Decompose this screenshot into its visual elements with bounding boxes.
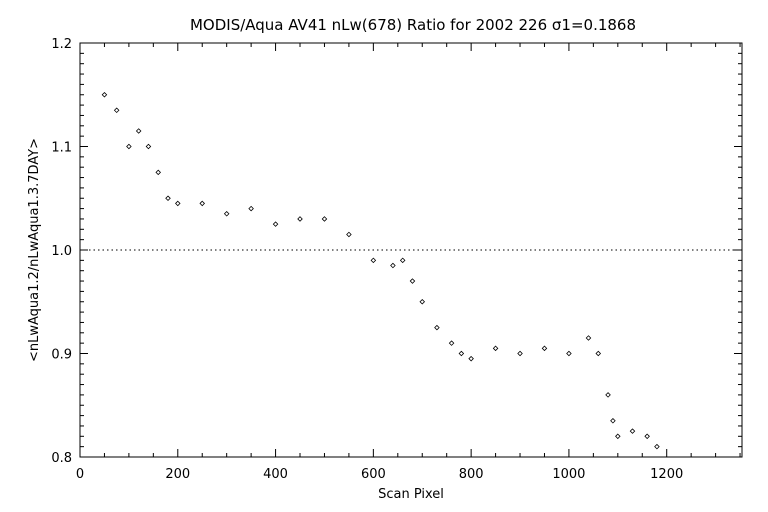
data-point: [541, 345, 548, 352]
y-axis-label: <nLwAqua1.2/nLwAqua1.3.7DAY>: [27, 138, 42, 362]
data-point: [644, 433, 650, 440]
data-point: [175, 200, 181, 207]
y-tick-label: 0.9: [51, 348, 72, 363]
data-point: [409, 278, 416, 284]
data-point: [566, 350, 572, 357]
data-point: [321, 216, 328, 222]
data-point: [654, 443, 660, 450]
data-point: [458, 350, 465, 357]
data-point: [629, 428, 636, 434]
x-axis-label: Scan Pixel: [378, 487, 444, 502]
y-tick-label: 0.8: [51, 451, 72, 466]
data-point: [615, 433, 621, 440]
data-point: [155, 169, 161, 176]
x-tick-label: 1000: [552, 467, 585, 482]
data-point: [605, 392, 611, 398]
data-point: [248, 205, 254, 212]
x-tick-label: 200: [165, 467, 190, 482]
y-tick-label: 1.0: [51, 244, 72, 259]
data-point: [585, 335, 592, 341]
data-point: [346, 231, 352, 238]
chart-title: MODIS/Aqua AV41 nLw(678) Ratio for 2002 …: [190, 16, 636, 34]
data-point: [610, 418, 616, 424]
data-point: [448, 340, 455, 346]
data-point: [419, 298, 426, 305]
data-point: [492, 345, 499, 352]
data-point: [145, 143, 152, 150]
data-point: [399, 257, 406, 264]
x-tick-label: 0: [76, 467, 84, 482]
x-tick-label: 400: [263, 467, 288, 482]
data-point: [297, 216, 303, 222]
data-point: [223, 211, 230, 217]
x-tick-label: 1200: [650, 467, 683, 482]
data-point: [517, 350, 523, 357]
data-point: [113, 107, 120, 114]
data-point: [390, 262, 396, 269]
y-tick-label: 1.1: [51, 141, 72, 156]
x-tick-label: 800: [459, 467, 484, 482]
x-axis: 0 200 400 600 800 1000 1200: [76, 43, 741, 482]
data-point: [468, 355, 474, 362]
x-tick-label: 600: [361, 467, 386, 482]
data-point: [135, 128, 142, 134]
data-point: [126, 143, 132, 150]
data-point: [370, 257, 377, 264]
data-point: [272, 221, 279, 227]
data-point: [199, 200, 205, 207]
y-tick-label: 1.2: [51, 37, 72, 52]
data-point: [595, 350, 602, 357]
y-axis: 0.8 0.9 1.0 1.1 1.2: [51, 37, 742, 466]
data-point: [434, 324, 440, 331]
data-points: [101, 91, 660, 450]
data-point: [101, 91, 108, 98]
data-point: [165, 195, 171, 202]
